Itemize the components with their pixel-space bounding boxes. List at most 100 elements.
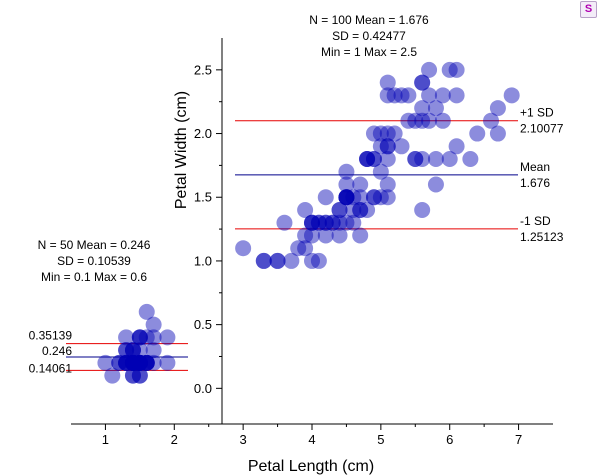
group2-data-point (414, 74, 431, 91)
group2-data-point (414, 74, 431, 91)
group2-data-point (379, 125, 396, 142)
group2-data-point (338, 214, 355, 231)
group2-data-point (469, 125, 486, 142)
setosa-data-point (118, 354, 135, 371)
group2-data-point (331, 201, 348, 218)
setosa-minus-sd-label: 0.14061 (29, 361, 73, 375)
group2-data-point (393, 138, 410, 155)
y-tick-label: 1.5 (194, 190, 212, 205)
group2-data-point (379, 138, 396, 155)
setosa-data-point (97, 354, 114, 371)
group2-data-point (448, 61, 465, 78)
group2-data-point (338, 176, 355, 193)
y-tick-label: 1.0 (194, 253, 212, 268)
x-tick-label: 6 (446, 432, 453, 447)
group2-data-point (352, 189, 369, 206)
group2-data-point (365, 189, 382, 206)
group2-data-point (324, 214, 341, 231)
group2-data-point (448, 87, 465, 104)
group2-data-point (400, 112, 417, 129)
group2-data-point (400, 87, 417, 104)
group2-data-point (489, 100, 506, 117)
group2-data-point (297, 227, 314, 244)
group2-plus-sd-value: 2.10077 (520, 122, 564, 136)
group2-data-point (503, 87, 520, 104)
group2-data-point (414, 100, 431, 117)
group2-data-point (359, 151, 376, 168)
setosa-data-point (145, 316, 162, 333)
group2-data-point (427, 176, 444, 193)
group2-data-point (359, 201, 376, 218)
x-tick-label: 1 (102, 432, 109, 447)
group2-data-point (434, 87, 451, 104)
group2-data-point (386, 87, 403, 104)
setosa-data-point (131, 354, 148, 371)
setosa-mean-label: 0.246 (42, 344, 72, 358)
setosa-data-point (124, 354, 141, 371)
app-badge-icon[interactable]: S (580, 1, 597, 18)
setosa-data-point (138, 354, 155, 371)
setosa-data-point (124, 342, 141, 359)
group2-stats-line: N = 100 Mean = 1.676 (309, 13, 429, 27)
setosa-stats-line: Min = 0.1 Max = 0.6 (41, 270, 147, 284)
setosa-data-point (145, 342, 162, 359)
group2-data-point (379, 151, 396, 168)
group2-data-point (345, 189, 362, 206)
group2-data-point (359, 151, 376, 168)
group2-data-point (365, 189, 382, 206)
group2-data-point (421, 61, 438, 78)
setosa-data-point (138, 354, 155, 371)
group2-data-point (297, 240, 314, 257)
group2-data-point (372, 125, 389, 142)
setosa-data-point (131, 329, 148, 346)
group2-data-point (304, 214, 320, 231)
setosa-data-point (138, 329, 155, 346)
setosa-data-point (111, 354, 128, 371)
group2-data-point (310, 214, 327, 231)
setosa-data-point (118, 342, 135, 359)
group2-data-point (317, 227, 334, 244)
setosa-data-point (118, 354, 135, 371)
group2-data-point (317, 189, 334, 206)
group2-data-point (407, 112, 424, 129)
group2-data-point (427, 100, 444, 117)
group2-data-point (365, 151, 382, 168)
setosa-plus-sd-label: 0.35139 (29, 329, 73, 343)
group2-data-point (310, 214, 327, 231)
group2-data-point (235, 240, 252, 257)
setosa-data-point (124, 367, 141, 384)
group2-data-point (489, 125, 506, 142)
y-axis-title: Petal Width (cm) (173, 91, 190, 209)
group2-data-point (304, 227, 320, 244)
group2-data-point (393, 87, 410, 104)
group2-data-point (331, 214, 348, 231)
group2-data-point (345, 201, 362, 218)
group2-data-point (331, 201, 348, 218)
group2-data-point (421, 112, 438, 129)
setosa-data-point (124, 342, 141, 359)
group2-data-point (462, 151, 479, 168)
setosa-data-point (138, 303, 155, 320)
group2-data-point (297, 201, 314, 218)
setosa-data-point (131, 354, 148, 371)
group2-data-point (317, 214, 334, 231)
group2-minus-sd-label: -1 SD (520, 214, 551, 228)
group2-data-point (255, 252, 272, 269)
group2-data-point (304, 214, 320, 231)
group2-data-point (372, 163, 389, 180)
y-tick-label: 2.5 (194, 62, 212, 77)
x-axis-title: Petal Length (cm) (248, 458, 374, 475)
setosa-data-point (131, 354, 148, 371)
group2-data-point (372, 138, 389, 155)
group2-data-point (331, 227, 348, 244)
setosa-data-point (159, 329, 176, 346)
group2-data-point (352, 201, 369, 218)
group2-data-point (338, 189, 355, 206)
setosa-data-point (118, 342, 135, 359)
group2-mean-label: Mean (520, 160, 550, 174)
setosa-data-point (104, 367, 121, 384)
setosa-data-point (131, 354, 148, 371)
group2-stats-line: SD = 0.42477 (332, 29, 406, 43)
group2-data-point (372, 189, 389, 206)
setosa-data-point (124, 354, 141, 371)
